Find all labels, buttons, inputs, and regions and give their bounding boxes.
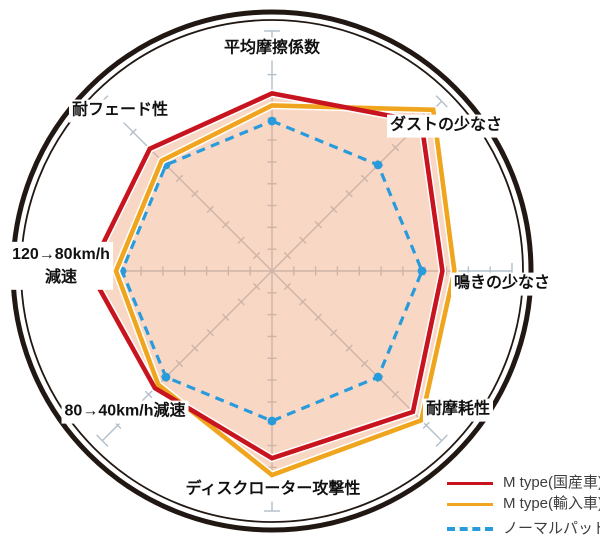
series-normal-pad-point <box>267 116 277 126</box>
legend-line-blue-dashed-icon <box>447 527 493 531</box>
radar-fill-area <box>89 93 455 476</box>
axis-label-fade-resistance: 耐フェード性 <box>68 99 172 123</box>
radar-grid-axes <box>31 30 513 512</box>
series-m-type-domestic-line <box>87 91 445 461</box>
axis-label-wear-resistance: 耐摩耗性 <box>422 398 494 422</box>
legend-label-normal-pad: ノーマルパッド <box>503 520 600 537</box>
legend-label-m-type-import: M type(輸入車) <box>503 495 600 512</box>
legend-item-m-type-import: M type(輸入車) <box>447 495 600 513</box>
axis-label-decel-120-80-line2: 減速 <box>44 269 77 286</box>
legend-line-red-icon <box>447 481 493 485</box>
series-normal-pad-point <box>373 372 383 382</box>
series-normal-pad-point <box>161 372 171 382</box>
axis-label-rotor-aggressiveness: ディスクローター攻撃性 <box>182 478 364 502</box>
series-normal-pad-line <box>120 119 424 423</box>
legend-item-normal-pad: ノーマルパッド <box>447 520 600 538</box>
series-m-type-import-line <box>113 103 457 478</box>
series-normal-pad-point <box>417 266 427 276</box>
axis-label-average-friction-coefficient: 平均摩擦係数 <box>220 37 324 61</box>
legend-label-m-type-domestic: M type(国産車) <box>503 474 600 491</box>
legend-item-m-type-domestic: M type(国産車) <box>447 474 600 492</box>
axis-label-decel-120-80: 120→80km/h 減速 <box>9 241 113 291</box>
axis-label-decel-120-80-line1: 120→80km/h <box>12 245 110 263</box>
axis-label-low-squeal: 鳴きの少なさ <box>450 272 554 296</box>
series-normal-pad-point <box>267 416 277 426</box>
axis-label-decel-80-40: 80→40km/h減速 <box>61 400 189 424</box>
series-normal-pad-point <box>373 160 383 170</box>
axis-label-low-dust: ダストの少なさ <box>386 114 506 138</box>
legend-line-orange-icon <box>447 502 493 506</box>
